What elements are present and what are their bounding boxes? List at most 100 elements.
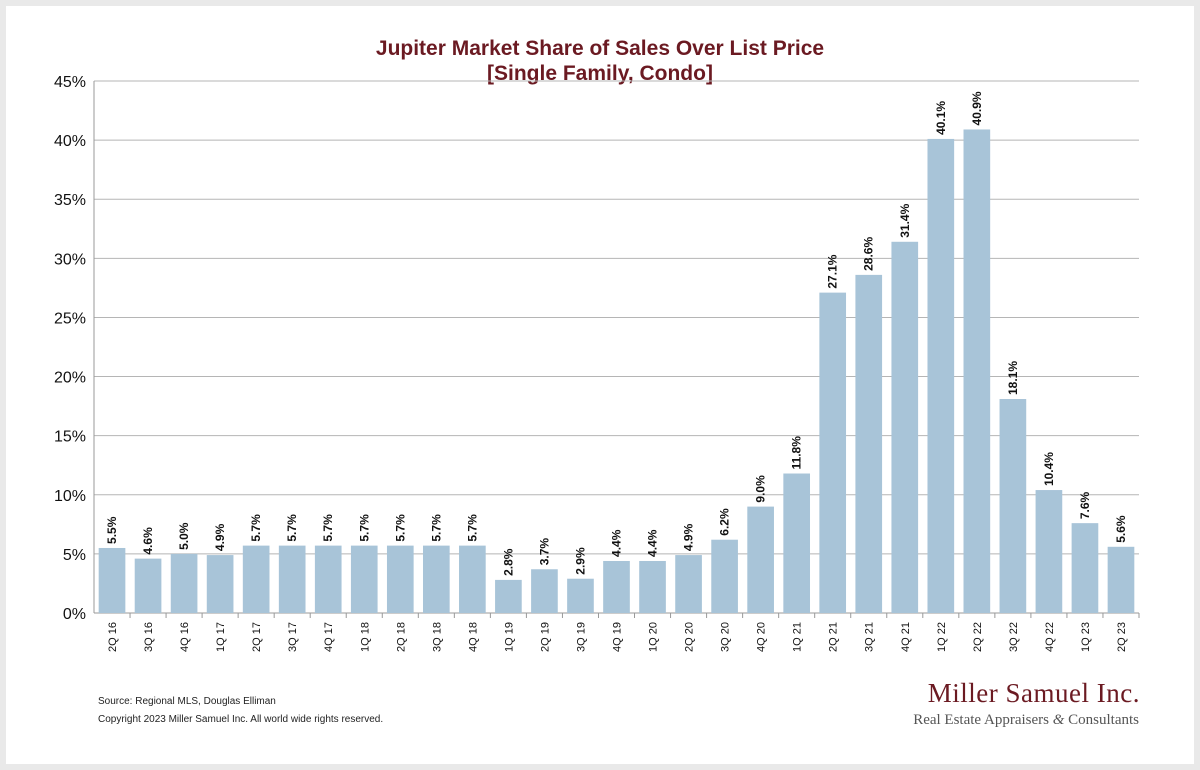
y-tick-label: 40%	[54, 133, 86, 150]
x-tick-label: 4Q 22	[1044, 622, 1056, 652]
y-tick-label: 0%	[63, 606, 86, 623]
bar	[206, 555, 234, 613]
data-label: 5.7%	[357, 514, 371, 542]
brand-logo-name: Miller Samuel Inc.	[927, 678, 1140, 708]
x-tick-label: 2Q 16	[107, 622, 119, 652]
bar	[386, 545, 414, 613]
data-label: 2.9%	[573, 547, 587, 575]
x-tick-label: 1Q 18	[359, 622, 371, 652]
x-tick-label: 4Q 19	[612, 622, 624, 652]
x-tick-label: 4Q 21	[900, 622, 912, 652]
bar	[999, 399, 1027, 613]
bar	[819, 292, 847, 613]
data-label: 5.0%	[177, 522, 191, 550]
bar	[747, 506, 774, 613]
bar	[783, 473, 811, 613]
bar	[963, 129, 991, 613]
bar	[1071, 523, 1099, 613]
data-label: 6.2%	[718, 508, 732, 536]
x-tick-label: 4Q 20	[756, 622, 768, 652]
data-label: 10.4%	[1042, 452, 1056, 486]
x-tick-label: 3Q 21	[864, 622, 876, 652]
data-label: 40.9%	[970, 91, 984, 125]
x-tick-label: 3Q 20	[720, 622, 732, 652]
data-label: 5.7%	[249, 514, 263, 542]
data-label: 5.7%	[393, 514, 407, 542]
x-tick-label: 2Q 23	[1116, 622, 1128, 652]
brand-tagline-end: Consultants	[1064, 712, 1139, 728]
bar	[98, 547, 126, 613]
bar	[422, 545, 450, 613]
y-tick-label: 10%	[54, 488, 86, 505]
brand-tagline-ampersand: &	[1052, 712, 1065, 728]
data-label: 11.8%	[790, 436, 804, 470]
data-label: 5.7%	[321, 514, 335, 542]
x-tick-label: 4Q 17	[323, 622, 335, 652]
bar	[314, 545, 342, 613]
data-label: 3.7%	[537, 538, 551, 566]
bar	[711, 539, 738, 613]
x-tick-label: 3Q 19	[575, 622, 587, 652]
data-label: 40.1%	[934, 101, 948, 135]
x-tick-label: 4Q 18	[467, 622, 479, 652]
x-tick-label: 4Q 16	[179, 622, 191, 652]
y-tick-label: 30%	[54, 251, 86, 268]
bar-chart: 0% 5% 10% 15% 20% 25% 30% 35% 40% 45% 5.5% 2Q 16 4.6…	[54, 74, 1140, 652]
copyright-note: Copyright 2023 Miller Samuel Inc. All wo…	[98, 714, 384, 725]
y-tick-label: 35%	[54, 192, 86, 209]
x-tick-label: 2Q 18	[395, 622, 407, 652]
y-tick-label: 15%	[54, 429, 86, 446]
bar	[134, 558, 162, 613]
chart-title-block: Jupiter Market Share of Sales Over List …	[6, 36, 1194, 86]
y-tick-label: 5%	[63, 547, 86, 564]
bar	[278, 545, 306, 613]
bar	[891, 241, 919, 613]
data-label: 5.7%	[429, 514, 443, 542]
x-tick-label: 3Q 17	[287, 622, 299, 652]
bar	[531, 569, 558, 613]
data-label: 2.8%	[501, 548, 515, 576]
bar	[350, 545, 378, 613]
bar	[242, 545, 270, 613]
bar	[1107, 546, 1135, 613]
data-label: 4.4%	[646, 529, 660, 557]
data-label: 7.6%	[1078, 491, 1092, 519]
brand-tagline: Real Estate Appraisers & Consultants	[913, 712, 1139, 729]
x-tick-label: 1Q 17	[215, 622, 227, 652]
data-label: 5.7%	[465, 514, 479, 542]
source-note: Source: Regional MLS, Douglas Elliman	[98, 696, 276, 707]
x-tick-label: 1Q 19	[503, 622, 515, 652]
bar	[639, 560, 666, 613]
chart-card: Jupiter Market Share of Sales Over List …	[6, 6, 1194, 764]
data-label: 27.1%	[826, 254, 840, 288]
brand-tagline-start: Real Estate Appraisers	[913, 712, 1053, 728]
bar	[855, 274, 883, 613]
y-tick-label: 20%	[54, 370, 86, 387]
data-label: 9.0%	[754, 475, 768, 503]
x-tick-label: 3Q 16	[143, 622, 155, 652]
bar	[675, 555, 702, 613]
bar	[459, 545, 486, 613]
x-tick-label: 2Q 19	[539, 622, 551, 652]
bar	[927, 138, 955, 613]
data-label: 4.9%	[213, 523, 227, 551]
data-label: 4.6%	[141, 527, 155, 555]
x-tick-label: 1Q 23	[1080, 622, 1092, 652]
x-tick-label: 2Q 22	[972, 622, 984, 652]
data-label: 5.7%	[285, 514, 299, 542]
x-tick-label: 3Q 18	[431, 622, 443, 652]
bar	[170, 553, 198, 613]
y-tick-label: 25%	[54, 310, 86, 327]
x-tick-label: 2Q 17	[251, 622, 263, 652]
data-label: 31.4%	[898, 203, 912, 237]
x-tick-label: 1Q 22	[936, 622, 948, 652]
bar	[603, 560, 630, 613]
data-label: 28.6%	[862, 237, 876, 271]
data-label: 4.4%	[610, 529, 624, 557]
data-label: 4.9%	[682, 523, 696, 551]
data-label: 5.6%	[1114, 515, 1128, 543]
x-tick-label: 1Q 21	[792, 622, 804, 652]
bar	[1035, 490, 1063, 613]
y-tick-label: 45%	[54, 74, 86, 91]
bar	[567, 578, 594, 613]
